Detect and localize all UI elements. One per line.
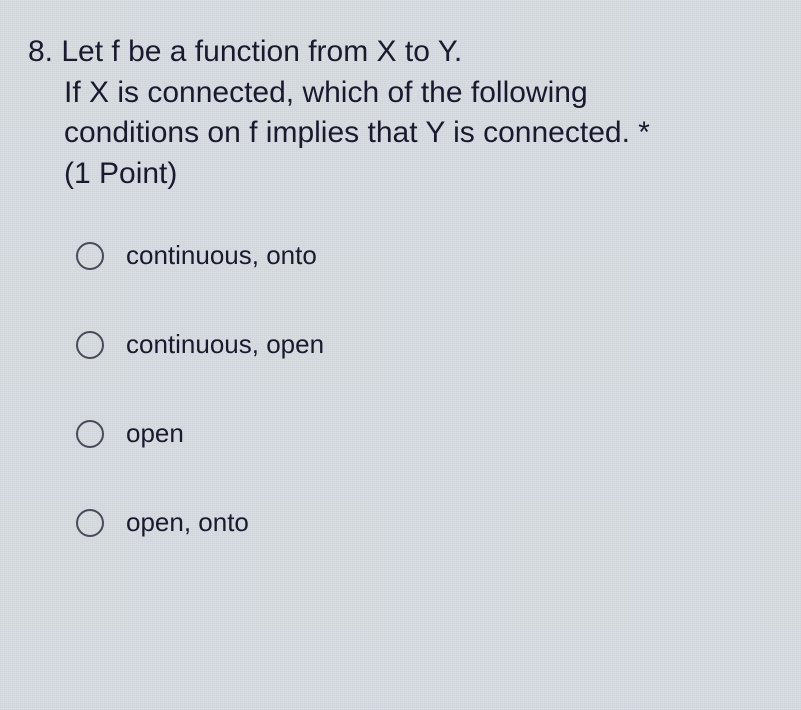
- option-label: continuous, onto: [126, 240, 317, 271]
- radio-icon[interactable]: [76, 509, 104, 537]
- question-text: 8. Let f be a function from X to Y. If X…: [28, 32, 777, 194]
- question-container: 8. Let f be a function from X to Y. If X…: [0, 0, 801, 620]
- question-first-line: 8. Let f be a function from X to Y.: [28, 32, 777, 73]
- option-4[interactable]: open, onto: [76, 507, 777, 538]
- required-asterisk: *: [638, 116, 650, 149]
- option-label: open, onto: [126, 507, 249, 538]
- question-line3: conditions on f implies that Y is connec…: [64, 116, 630, 149]
- question-line2: If X is connected, which of the followin…: [28, 73, 777, 114]
- option-1[interactable]: continuous, onto: [76, 240, 777, 271]
- radio-icon[interactable]: [76, 420, 104, 448]
- question-line3-wrap: conditions on f implies that Y is connec…: [28, 113, 777, 154]
- radio-icon[interactable]: [76, 331, 104, 359]
- question-line1: Let f be a function from X to Y.: [61, 35, 462, 68]
- radio-icon[interactable]: [76, 242, 104, 270]
- question-points: (1 Point): [28, 154, 777, 195]
- question-number: 8.: [28, 35, 53, 68]
- option-2[interactable]: continuous, open: [76, 329, 777, 360]
- option-label: open: [126, 418, 184, 449]
- option-label: continuous, open: [126, 329, 324, 360]
- option-3[interactable]: open: [76, 418, 777, 449]
- options-group: continuous, onto continuous, open open o…: [28, 240, 777, 538]
